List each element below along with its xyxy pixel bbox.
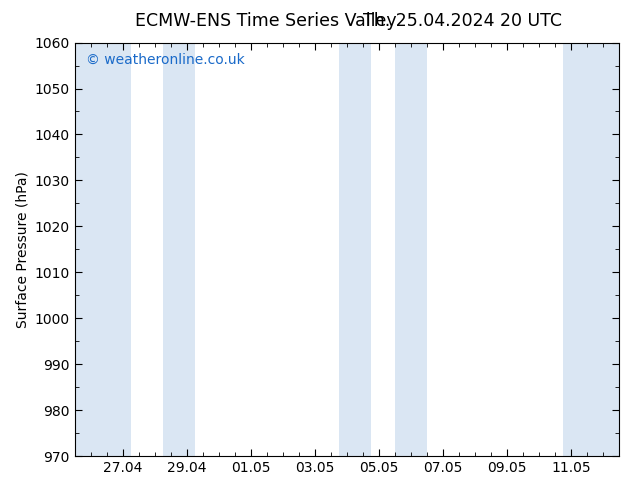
Bar: [395, 43, 427, 456]
Text: ECMW-ENS Time Series Valley: ECMW-ENS Time Series Valley: [136, 12, 397, 30]
Text: © weatheronline.co.uk: © weatheronline.co.uk: [86, 53, 244, 67]
Bar: [75, 43, 131, 456]
Bar: [339, 43, 371, 456]
Bar: [163, 43, 195, 456]
Y-axis label: Surface Pressure (hPa): Surface Pressure (hPa): [15, 171, 29, 328]
Bar: [563, 43, 619, 456]
Text: Th. 25.04.2024 20 UTC: Th. 25.04.2024 20 UTC: [363, 12, 562, 30]
